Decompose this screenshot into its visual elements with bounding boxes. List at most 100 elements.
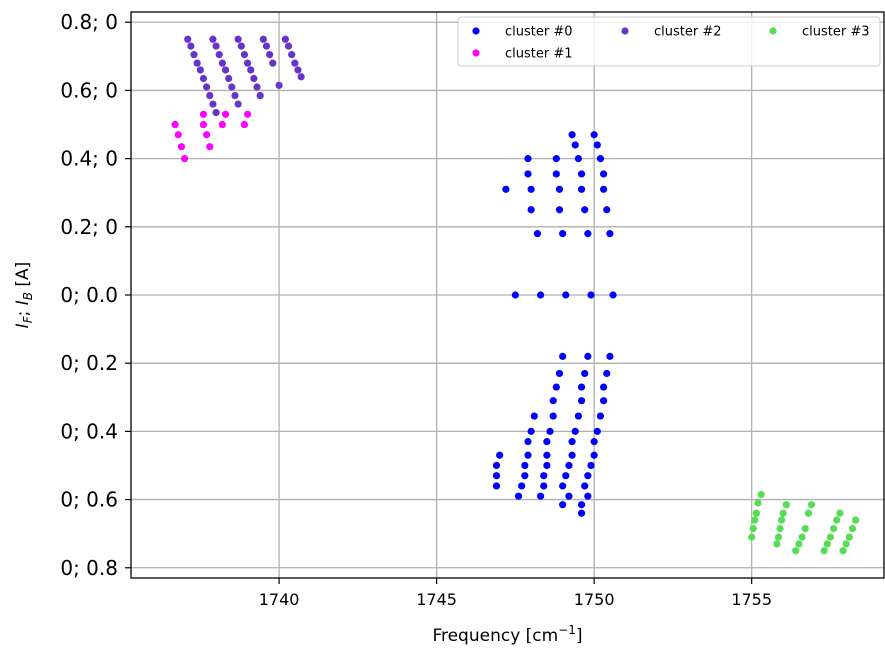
legend-marker	[472, 49, 480, 57]
point-cluster-0	[527, 185, 535, 193]
point-cluster-3	[804, 509, 812, 517]
point-cluster-3	[774, 533, 783, 541]
point-cluster-1	[174, 131, 182, 139]
point-cluster-0	[530, 412, 538, 420]
point-cluster-2	[234, 100, 242, 108]
point-cluster-3	[792, 547, 800, 555]
legend-marker	[769, 27, 777, 35]
point-cluster-0	[559, 501, 567, 509]
point-cluster-3	[779, 509, 787, 517]
point-cluster-0	[571, 141, 579, 149]
point-cluster-2	[228, 83, 236, 91]
point-cluster-3	[773, 540, 781, 548]
point-cluster-0	[527, 206, 535, 214]
point-cluster-3	[757, 490, 765, 499]
point-cluster-2	[275, 81, 283, 89]
point-cluster-0	[552, 383, 560, 391]
point-cluster-0	[584, 230, 592, 238]
point-cluster-3	[823, 540, 831, 548]
point-cluster-0	[568, 131, 576, 139]
point-cluster-2	[225, 74, 233, 83]
y-tick-label: 0.6; 0	[60, 78, 118, 102]
point-cluster-0	[511, 291, 519, 299]
point-cluster-0	[603, 369, 611, 378]
x-tick-label: 1745	[416, 590, 457, 609]
point-cluster-0	[584, 352, 592, 360]
point-cluster-0	[555, 185, 564, 193]
legend-marker	[472, 27, 480, 35]
point-cluster-2	[288, 51, 296, 59]
point-cluster-0	[599, 170, 608, 178]
x-tick-label: 1750	[574, 590, 615, 609]
point-cluster-0	[609, 291, 617, 299]
point-cluster-0	[603, 206, 611, 214]
point-cluster-2	[209, 35, 217, 43]
y-tick-label: 0.4; 0	[60, 147, 118, 171]
point-cluster-2	[240, 51, 249, 59]
point-cluster-0	[492, 472, 501, 480]
point-cluster-2	[291, 59, 299, 67]
legend: cluster #0 cluster #1 cluster #2 cluster #3	[457, 16, 881, 67]
point-cluster-0	[521, 472, 529, 480]
point-cluster-1	[199, 110, 208, 118]
point-cluster-0	[596, 155, 605, 163]
point-cluster-3	[807, 501, 816, 509]
point-cluster-0	[536, 492, 545, 500]
point-cluster-3	[749, 524, 757, 533]
point-cluster-0	[524, 451, 532, 459]
point-cluster-3	[842, 540, 850, 548]
point-cluster-3	[839, 547, 847, 555]
point-cluster-0	[549, 412, 557, 420]
legend-label: cluster #0	[505, 25, 573, 40]
x-tick-label: 1740	[259, 590, 300, 609]
point-cluster-0	[584, 492, 592, 500]
point-cluster-2	[269, 59, 277, 67]
point-cluster-2	[231, 91, 239, 100]
y-tick-label: 0.2; 0	[60, 215, 118, 239]
legend-label: cluster #1	[505, 47, 573, 62]
point-cluster-0	[593, 427, 601, 435]
point-cluster-0	[574, 412, 582, 420]
point-cluster-3	[754, 499, 762, 507]
point-cluster-0	[543, 438, 551, 446]
point-cluster-2	[212, 108, 220, 117]
point-cluster-1	[243, 110, 252, 118]
point-cluster-0	[552, 155, 560, 163]
point-cluster-2	[262, 42, 271, 50]
point-cluster-3	[826, 533, 835, 541]
point-cluster-0	[559, 352, 567, 360]
point-cluster-0	[518, 482, 526, 490]
point-cluster-0	[565, 461, 573, 470]
point-cluster-0	[536, 291, 545, 299]
point-cluster-1	[203, 131, 211, 139]
point-cluster-2	[206, 91, 214, 100]
point-cluster-0	[606, 230, 614, 238]
point-cluster-0	[496, 451, 504, 459]
point-cluster-2	[187, 42, 195, 50]
point-cluster-1	[206, 143, 214, 151]
point-cluster-2	[212, 42, 220, 50]
point-cluster-0	[527, 427, 535, 435]
point-cluster-0	[540, 482, 548, 490]
point-cluster-0	[577, 509, 586, 517]
point-cluster-0	[555, 206, 564, 214]
point-cluster-0	[546, 427, 554, 435]
point-cluster-3	[848, 524, 857, 533]
point-cluster-2	[243, 59, 252, 67]
point-cluster-0	[599, 397, 608, 405]
point-cluster-2	[250, 74, 258, 83]
point-cluster-3	[820, 547, 828, 555]
point-cluster-0	[606, 352, 614, 360]
point-cluster-0	[521, 461, 529, 470]
point-cluster-0	[549, 397, 557, 405]
point-cluster-3	[852, 516, 860, 524]
point-cluster-0	[533, 230, 542, 238]
point-cluster-0	[492, 482, 501, 490]
point-cluster-0	[581, 369, 589, 378]
point-cluster-2	[184, 35, 192, 43]
point-cluster-0	[581, 482, 589, 490]
point-cluster-3	[752, 509, 760, 517]
y-tick-label: 0; 0.4	[60, 419, 118, 443]
point-cluster-3	[782, 501, 790, 509]
